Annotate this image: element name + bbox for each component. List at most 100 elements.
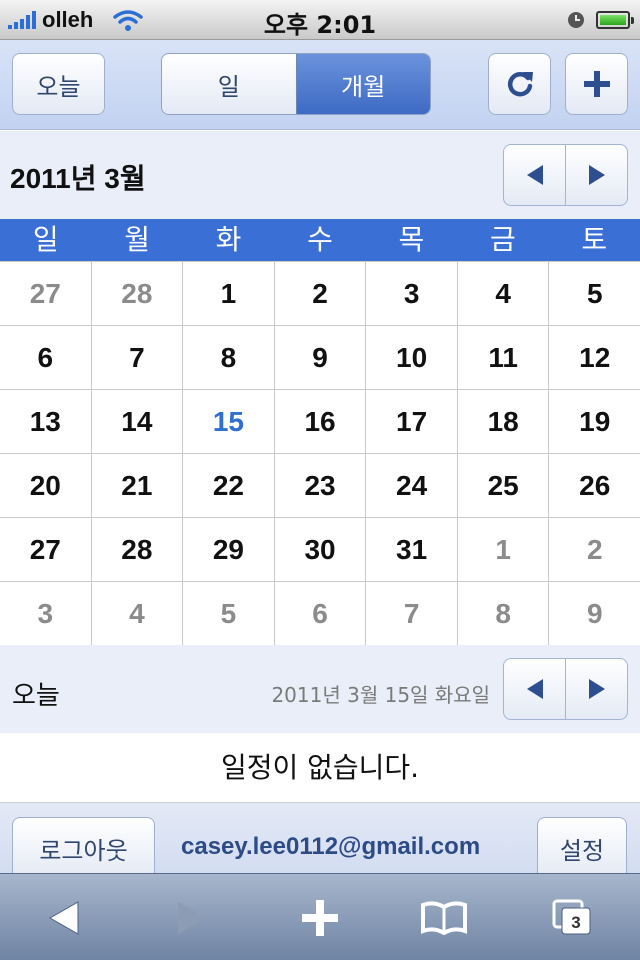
weekday-label: 월	[124, 223, 151, 256]
calendar-week-row: 27 28 1 2 3 4 5	[0, 262, 640, 326]
back-arrow-icon	[48, 900, 79, 935]
next-day-button[interactable]	[565, 659, 627, 719]
calendar-day-cell[interactable]: 28	[92, 518, 184, 581]
left-arrow-icon	[526, 165, 543, 185]
calendar-week-row: 27 28 29 30 31 1 2	[0, 518, 640, 582]
calendar-day-cell[interactable]: 27	[0, 518, 92, 581]
calendar-week-row: 13 14 15 16 17 18 19	[0, 390, 640, 454]
no-events-message: 일정이 없습니다.	[0, 733, 640, 803]
plus-icon	[583, 71, 610, 97]
calendar-day-cell[interactable]: 30	[275, 518, 367, 581]
book-icon	[421, 900, 467, 935]
calendar-day-cell[interactable]: 1	[183, 262, 275, 325]
day-info-bar: 오늘 2011년 3월 15일 화요일	[0, 645, 640, 733]
weekday-label: 토	[581, 223, 608, 256]
weekday-label: 금	[489, 223, 516, 256]
left-arrow-icon	[526, 679, 543, 699]
wifi-icon	[113, 10, 144, 31]
calendar-day-cell[interactable]: 8	[183, 326, 275, 389]
account-footer: 로그아웃 casey.lee0112@gmail.com 설정	[0, 803, 640, 879]
calendar-day-cell[interactable]: 9	[275, 326, 367, 389]
calendar-day-cell[interactable]: 23	[275, 454, 367, 517]
right-arrow-icon	[588, 165, 605, 185]
settings-button-label: 설정	[559, 837, 605, 865]
calendar-day-cell[interactable]: 27	[0, 262, 92, 325]
calendar-day-cell[interactable]: 8	[458, 582, 550, 645]
toolbar: 오늘 일 개월	[0, 40, 640, 130]
carrier-name: olleh	[42, 7, 94, 32]
calendar-day-cell[interactable]: 7	[92, 326, 184, 389]
calendar-day-cell[interactable]: 20	[0, 454, 92, 517]
settings-button[interactable]: 설정	[537, 817, 627, 879]
calendar-day-cell[interactable]: 7	[366, 582, 458, 645]
calendar-day-cell[interactable]: 17	[366, 390, 458, 453]
calendar-day-cell[interactable]: 26	[579, 469, 611, 501]
calendar-day-cell[interactable]: 10	[366, 326, 458, 389]
calendar-day-cell[interactable]: 18	[458, 390, 550, 453]
refresh-button[interactable]	[488, 53, 551, 115]
refresh-icon	[507, 72, 533, 97]
today-button-label: 오늘	[36, 72, 81, 101]
calendar-day-cell[interactable]: 6	[0, 326, 92, 389]
day-label: 오늘	[12, 681, 60, 711]
right-arrow-icon	[588, 679, 605, 699]
month-header: 2011년 3월	[0, 131, 640, 219]
logout-button-label: 로그아웃	[39, 837, 128, 865]
month-nav	[503, 144, 628, 206]
segment-month[interactable]: 개월	[295, 54, 430, 114]
calendar-day-cell[interactable]: 31	[366, 518, 458, 581]
calendar-week-row: 20 21 22 23 24 25 26	[0, 454, 640, 518]
calendar-day-cell[interactable]: 5	[183, 582, 275, 645]
calendar-day-cell[interactable]: 11	[458, 326, 550, 389]
calendar-day-cell[interactable]: 3	[366, 262, 458, 325]
logout-button[interactable]: 로그아웃	[12, 817, 155, 879]
calendar-day-cell[interactable]: 22	[183, 454, 275, 517]
browser-toolbar: 3	[0, 873, 640, 960]
calendar-day-cell[interactable]: 29	[183, 518, 275, 581]
selected-date: 2011년 3월 15일 화요일	[271, 683, 490, 707]
calendar-day-cell[interactable]: 6	[275, 582, 367, 645]
tabs-button[interactable]: 3	[522, 874, 622, 960]
add-event-button[interactable]	[565, 53, 628, 115]
today-button[interactable]: 오늘	[12, 53, 105, 115]
day-nav	[503, 658, 628, 720]
calendar-day-today[interactable]: 15	[183, 390, 275, 453]
calendar-day-cell[interactable]: 13	[0, 390, 92, 453]
forward-button[interactable]	[142, 874, 242, 960]
weekday-label: 일	[32, 223, 59, 256]
calendar-day-cell[interactable]: 3	[0, 582, 92, 645]
account-email[interactable]: casey.lee0112@gmail.com	[181, 833, 481, 860]
calendar-day-cell[interactable]: 4	[92, 582, 184, 645]
calendar-day-cell[interactable]: 16	[275, 390, 367, 453]
calendar-day-cell[interactable]: 28	[92, 262, 184, 325]
add-bookmark-button[interactable]	[270, 874, 370, 960]
calendar-day-cell[interactable]: 2	[586, 533, 603, 565]
status-left: olleh	[8, 0, 144, 40]
calendar-day-cell[interactable]: 5	[586, 277, 603, 309]
weekday-label: 수	[307, 223, 333, 256]
calendar-day-cell[interactable]: 19	[579, 405, 611, 437]
back-button[interactable]	[14, 874, 114, 960]
calendar-day-cell[interactable]: 24	[366, 454, 458, 517]
plus-icon	[302, 899, 338, 936]
prev-month-button[interactable]	[504, 145, 565, 205]
calendar-day-cell[interactable]: 4	[458, 262, 550, 325]
calendar-day-cell[interactable]: 14	[92, 390, 184, 453]
forward-arrow-icon	[178, 901, 206, 934]
bookmarks-button[interactable]	[394, 874, 494, 960]
segment-day[interactable]: 일	[162, 54, 296, 114]
calendar-week-row: 6 7 8 9 10 11 12	[0, 326, 640, 390]
view-segmented-control: 일 개월	[161, 53, 431, 115]
prev-day-button[interactable]	[504, 659, 565, 719]
battery-icon	[596, 11, 634, 29]
calendar-day-cell[interactable]: 1	[458, 518, 550, 581]
next-month-button[interactable]	[565, 145, 627, 205]
calendar-day-cell[interactable]: 2	[275, 262, 367, 325]
segment-month-label: 개월	[341, 72, 386, 101]
calendar-day-cell[interactable]: 12	[579, 341, 611, 373]
tab-count: 3	[571, 913, 580, 932]
calendar-day-cell[interactable]: 25	[458, 454, 550, 517]
calendar-day-cell[interactable]: 9	[586, 597, 603, 629]
calendar-day-cell[interactable]: 21	[92, 454, 184, 517]
